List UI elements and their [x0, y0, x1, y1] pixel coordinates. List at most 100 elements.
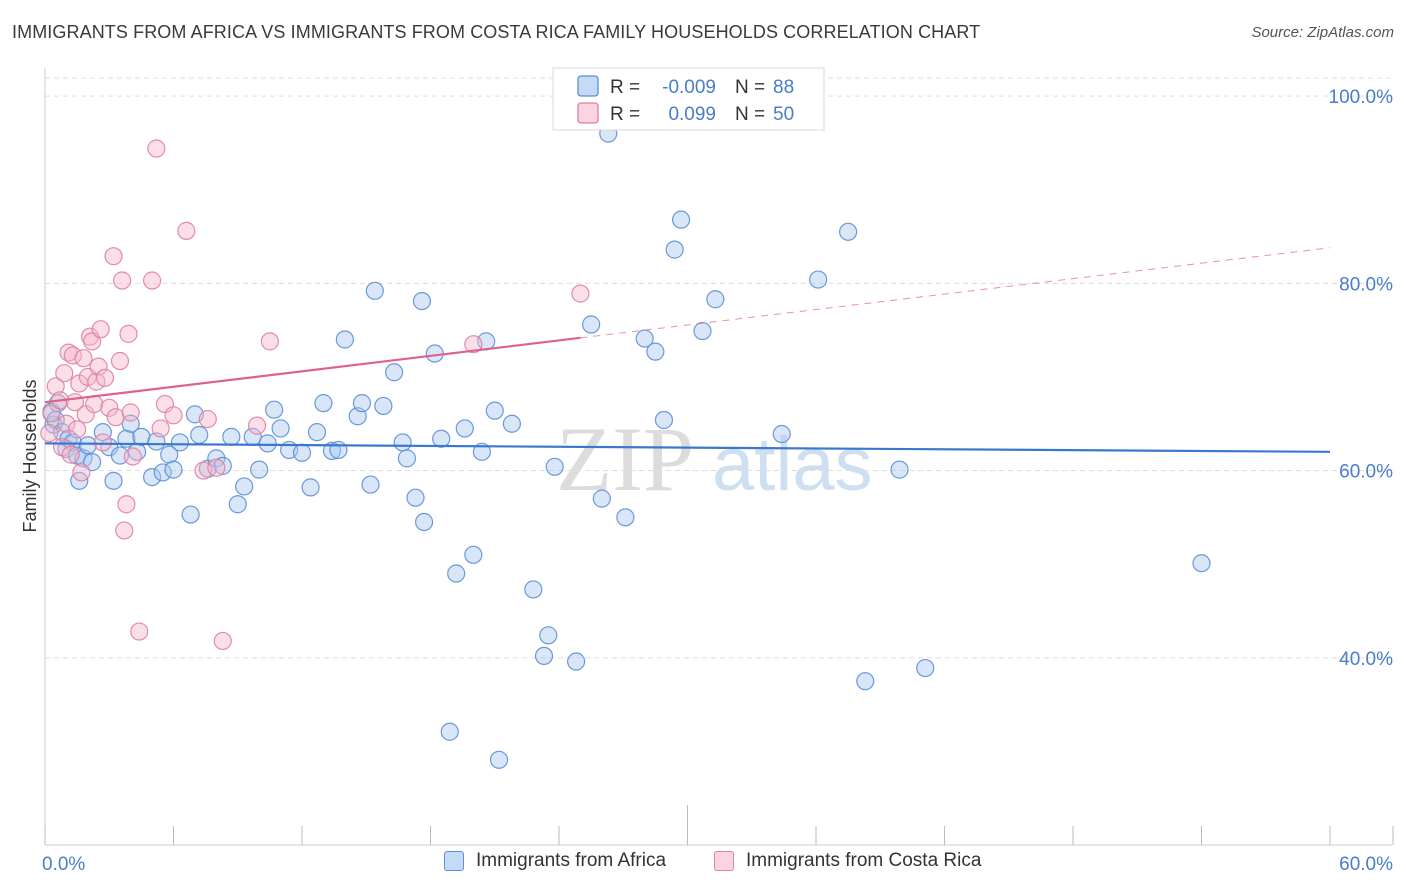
point-africa[interactable]: [406, 488, 425, 507]
point-costa-rica[interactable]: [130, 622, 149, 641]
point-africa[interactable]: [314, 394, 333, 413]
point-africa[interactable]: [228, 495, 247, 514]
point-costa-rica[interactable]: [63, 346, 82, 365]
point-costa-rica[interactable]: [104, 247, 123, 266]
point-costa-rica[interactable]: [207, 458, 226, 477]
point-africa[interactable]: [170, 433, 190, 452]
point-africa[interactable]: [258, 434, 277, 453]
point-africa[interactable]: [455, 419, 474, 438]
point-africa[interactable]: [539, 626, 558, 645]
point-africa[interactable]: [582, 315, 601, 334]
point-costa-rica[interactable]: [112, 271, 132, 290]
point-costa-rica[interactable]: [198, 409, 217, 429]
point-africa[interactable]: [472, 442, 491, 461]
point-costa-rica[interactable]: [177, 221, 196, 240]
point-africa[interactable]: [384, 363, 404, 382]
point-africa[interactable]: [534, 646, 554, 665]
point-africa[interactable]: [142, 467, 162, 487]
point-africa[interactable]: [592, 489, 611, 508]
point-africa[interactable]: [181, 505, 200, 524]
point-africa[interactable]: [654, 410, 674, 430]
point-africa[interactable]: [374, 396, 393, 416]
point-africa[interactable]: [352, 394, 372, 413]
point-africa[interactable]: [414, 512, 434, 532]
point-costa-rica[interactable]: [123, 447, 142, 466]
point-africa[interactable]: [464, 545, 483, 564]
point-africa[interactable]: [646, 342, 665, 361]
point-costa-rica[interactable]: [68, 420, 87, 439]
point-costa-rica[interactable]: [260, 332, 279, 351]
point-costa-rica[interactable]: [117, 495, 136, 514]
point-africa[interactable]: [93, 423, 112, 442]
point-africa[interactable]: [160, 445, 179, 464]
point-africa[interactable]: [425, 344, 444, 363]
point-costa-rica[interactable]: [213, 631, 232, 651]
point-africa[interactable]: [335, 330, 354, 349]
point-africa[interactable]: [78, 436, 97, 455]
point-africa[interactable]: [916, 658, 935, 678]
point-africa[interactable]: [1192, 554, 1211, 573]
point-africa[interactable]: [153, 463, 172, 482]
point-africa[interactable]: [329, 440, 348, 460]
point-africa[interactable]: [635, 329, 654, 348]
legend-item-costa-rica[interactable]: Immigrants from Costa Rica: [714, 850, 981, 872]
point-costa-rica[interactable]: [106, 408, 125, 427]
point-africa[interactable]: [110, 446, 130, 465]
point-africa[interactable]: [447, 564, 466, 583]
point-africa[interactable]: [393, 433, 412, 452]
point-africa[interactable]: [365, 281, 384, 300]
point-costa-rica[interactable]: [571, 284, 590, 303]
point-africa[interactable]: [772, 424, 791, 444]
point-africa[interactable]: [567, 652, 586, 671]
point-costa-rica[interactable]: [100, 398, 119, 417]
point-africa[interactable]: [545, 457, 564, 476]
point-costa-rica[interactable]: [89, 357, 108, 376]
point-africa[interactable]: [809, 270, 828, 289]
point-africa[interactable]: [616, 508, 635, 527]
point-africa[interactable]: [250, 460, 269, 479]
point-costa-rica[interactable]: [464, 335, 483, 354]
point-africa[interactable]: [265, 400, 284, 419]
point-costa-rica[interactable]: [46, 377, 65, 396]
point-costa-rica[interactable]: [119, 324, 138, 343]
point-africa[interactable]: [361, 475, 380, 494]
point-africa[interactable]: [485, 401, 504, 420]
point-costa-rica[interactable]: [72, 463, 91, 482]
point-costa-rica[interactable]: [151, 419, 170, 438]
point-africa[interactable]: [207, 449, 226, 468]
point-africa[interactable]: [671, 210, 691, 229]
point-africa[interactable]: [397, 449, 417, 468]
point-costa-rica[interactable]: [247, 416, 267, 435]
point-africa[interactable]: [301, 478, 320, 497]
point-costa-rica[interactable]: [40, 423, 59, 443]
point-africa[interactable]: [412, 292, 432, 311]
point-costa-rica[interactable]: [61, 445, 80, 464]
legend-item-africa[interactable]: Immigrants from Africa: [444, 850, 666, 872]
point-africa[interactable]: [856, 672, 875, 691]
point-costa-rica[interactable]: [95, 368, 115, 387]
point-costa-rica[interactable]: [115, 521, 134, 540]
point-costa-rica[interactable]: [85, 394, 104, 414]
point-africa[interactable]: [432, 429, 451, 448]
point-africa[interactable]: [164, 460, 183, 479]
point-africa[interactable]: [524, 580, 543, 599]
point-costa-rica[interactable]: [91, 320, 110, 339]
point-africa[interactable]: [322, 441, 342, 460]
point-africa[interactable]: [665, 240, 684, 259]
point-costa-rica[interactable]: [42, 404, 61, 423]
point-africa[interactable]: [292, 443, 312, 462]
point-africa[interactable]: [104, 471, 123, 490]
point-costa-rica[interactable]: [74, 349, 93, 368]
point-africa[interactable]: [132, 427, 151, 446]
point-africa[interactable]: [489, 750, 509, 769]
point-costa-rica[interactable]: [93, 433, 112, 452]
point-costa-rica[interactable]: [110, 351, 130, 371]
point-costa-rica[interactable]: [147, 139, 166, 158]
point-africa[interactable]: [235, 477, 254, 496]
point-africa[interactable]: [440, 722, 459, 741]
point-costa-rica[interactable]: [80, 327, 100, 346]
point-costa-rica[interactable]: [142, 271, 162, 290]
point-africa[interactable]: [706, 290, 725, 309]
point-africa[interactable]: [502, 414, 521, 433]
point-africa[interactable]: [693, 321, 712, 341]
